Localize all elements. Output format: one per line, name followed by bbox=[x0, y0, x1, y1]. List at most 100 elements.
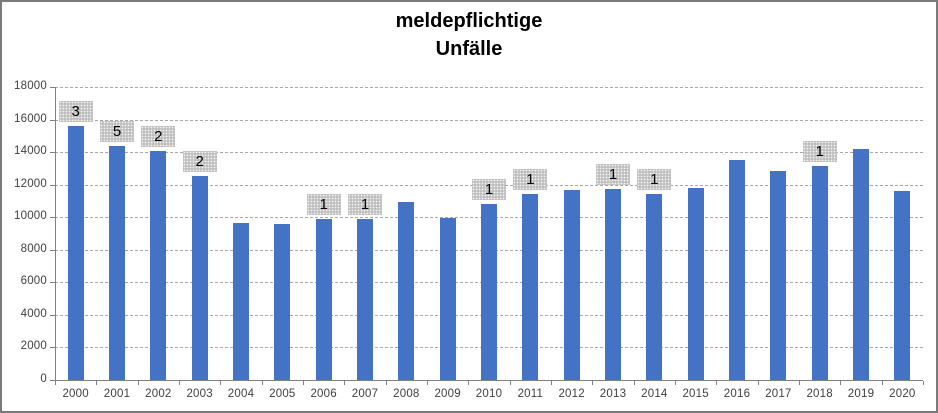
bar bbox=[811, 165, 828, 380]
data-label: 1 bbox=[348, 193, 382, 215]
x-axis-tick-label: 2012 bbox=[558, 388, 585, 400]
x-axis-tick-label: 2017 bbox=[765, 388, 792, 400]
data-label: 1 bbox=[306, 193, 341, 215]
x-axis-tick bbox=[468, 381, 470, 385]
bar bbox=[233, 222, 249, 380]
x-axis-tick bbox=[303, 381, 304, 385]
x-axis-tick bbox=[757, 381, 759, 385]
x-axis-tick-label: 2015 bbox=[682, 388, 709, 400]
x-axis-tick bbox=[427, 381, 428, 385]
data-label: 2 bbox=[141, 126, 176, 148]
chart-title-line-2: Unfälle bbox=[435, 38, 503, 60]
y-axis-tick-label: 2000 bbox=[20, 340, 47, 353]
x-axis-tick bbox=[633, 381, 635, 385]
x-axis-tick bbox=[675, 381, 676, 385]
y-axis-tick bbox=[50, 282, 55, 284]
bar bbox=[150, 151, 167, 380]
bar bbox=[315, 218, 332, 380]
x-axis-tick-label: 2001 bbox=[103, 388, 131, 400]
x-axis-tick bbox=[344, 381, 346, 385]
bar bbox=[191, 175, 208, 380]
y-axis-tick-label: 6000 bbox=[20, 275, 47, 288]
x-axis-tick-label: 2009 bbox=[434, 388, 461, 400]
x-axis-tick bbox=[96, 381, 98, 385]
y-axis-tick bbox=[50, 152, 55, 154]
bar bbox=[894, 191, 911, 380]
y-axis-tick bbox=[50, 184, 55, 186]
x-axis-tick bbox=[840, 381, 842, 385]
data-label: 1 bbox=[802, 140, 837, 162]
x-axis-tick bbox=[881, 381, 883, 385]
y-axis-tick bbox=[50, 347, 55, 349]
x-axis-tick bbox=[551, 381, 552, 385]
data-label: 1 bbox=[596, 163, 630, 185]
x-axis-tick bbox=[799, 381, 800, 385]
y-axis-line bbox=[55, 87, 56, 381]
x-axis-tick-label: 2019 bbox=[847, 388, 875, 400]
x-axis-tick-label: 2014 bbox=[641, 388, 668, 400]
y-axis-tick bbox=[50, 380, 55, 381]
bar bbox=[357, 218, 373, 380]
bar bbox=[646, 193, 663, 380]
x-axis-tick-label: 2016 bbox=[723, 388, 751, 400]
bar bbox=[522, 194, 539, 380]
x-axis-tick-label: 2005 bbox=[269, 388, 296, 400]
x-axis-tick-label: 2011 bbox=[517, 388, 544, 400]
x-axis-tick-label: 2013 bbox=[599, 388, 627, 400]
x-axis-tick-label: 2020 bbox=[889, 388, 916, 400]
chart-title: meldepflichtige Unfälle bbox=[2, 7, 936, 63]
data-label: 5 bbox=[100, 120, 134, 142]
y-axis-tick-label: 4000 bbox=[20, 307, 47, 320]
y-axis-tick bbox=[50, 217, 55, 219]
gridline bbox=[55, 87, 923, 88]
x-axis-tick-label: 2002 bbox=[145, 388, 172, 400]
bar bbox=[687, 187, 704, 380]
x-axis-tick-label: 2018 bbox=[806, 388, 833, 400]
data-label: 2 bbox=[182, 150, 217, 172]
y-axis-tick-label: 0 bbox=[40, 373, 47, 385]
x-axis-tick bbox=[592, 381, 594, 385]
y-axis-tick-label: 16000 bbox=[14, 112, 47, 125]
y-axis-tick bbox=[50, 119, 55, 121]
bar bbox=[439, 218, 456, 380]
x-axis-tick bbox=[716, 381, 718, 385]
x-axis-tick-label: 2006 bbox=[310, 388, 337, 400]
x-axis-tick bbox=[385, 381, 387, 385]
x-axis-tick-label: 2003 bbox=[186, 388, 213, 400]
y-axis-tick-label: 18000 bbox=[14, 80, 47, 92]
data-label: 1 bbox=[637, 168, 672, 190]
gridline bbox=[55, 152, 923, 154]
x-axis-tick bbox=[220, 381, 222, 385]
x-axis-tick bbox=[55, 381, 56, 385]
x-axis-tick-label: 2007 bbox=[351, 388, 379, 400]
x-axis-tick-label: 2004 bbox=[227, 388, 255, 400]
bar bbox=[563, 190, 580, 380]
x-axis-tick bbox=[509, 381, 511, 385]
y-axis-tick bbox=[50, 87, 55, 88]
y-axis-tick-label: 12000 bbox=[14, 177, 47, 190]
y-axis-tick-label: 8000 bbox=[20, 242, 47, 255]
data-label: 3 bbox=[58, 101, 93, 123]
x-axis-tick-label: 2008 bbox=[393, 388, 420, 400]
bar bbox=[481, 204, 497, 380]
chart-title-line-1: meldepflichtige bbox=[395, 10, 543, 32]
x-axis-tick bbox=[261, 381, 263, 385]
y-axis-tick bbox=[50, 249, 55, 251]
x-axis-line bbox=[55, 380, 923, 381]
bar bbox=[770, 170, 787, 380]
x-axis-tick bbox=[923, 381, 924, 385]
bar bbox=[853, 148, 869, 380]
bar bbox=[67, 126, 84, 380]
y-axis-tick-label: 10000 bbox=[14, 210, 47, 223]
bar bbox=[109, 145, 125, 380]
data-label: 1 bbox=[472, 179, 506, 201]
y-axis-tick-label: 14000 bbox=[14, 145, 47, 158]
x-axis-tick bbox=[179, 381, 180, 385]
gridline bbox=[55, 119, 923, 121]
x-axis-tick-label: 2000 bbox=[62, 388, 89, 400]
x-axis-tick-label: 2010 bbox=[475, 388, 503, 400]
data-label: 1 bbox=[513, 169, 548, 191]
y-axis-tick bbox=[50, 314, 55, 316]
bar bbox=[274, 223, 291, 380]
